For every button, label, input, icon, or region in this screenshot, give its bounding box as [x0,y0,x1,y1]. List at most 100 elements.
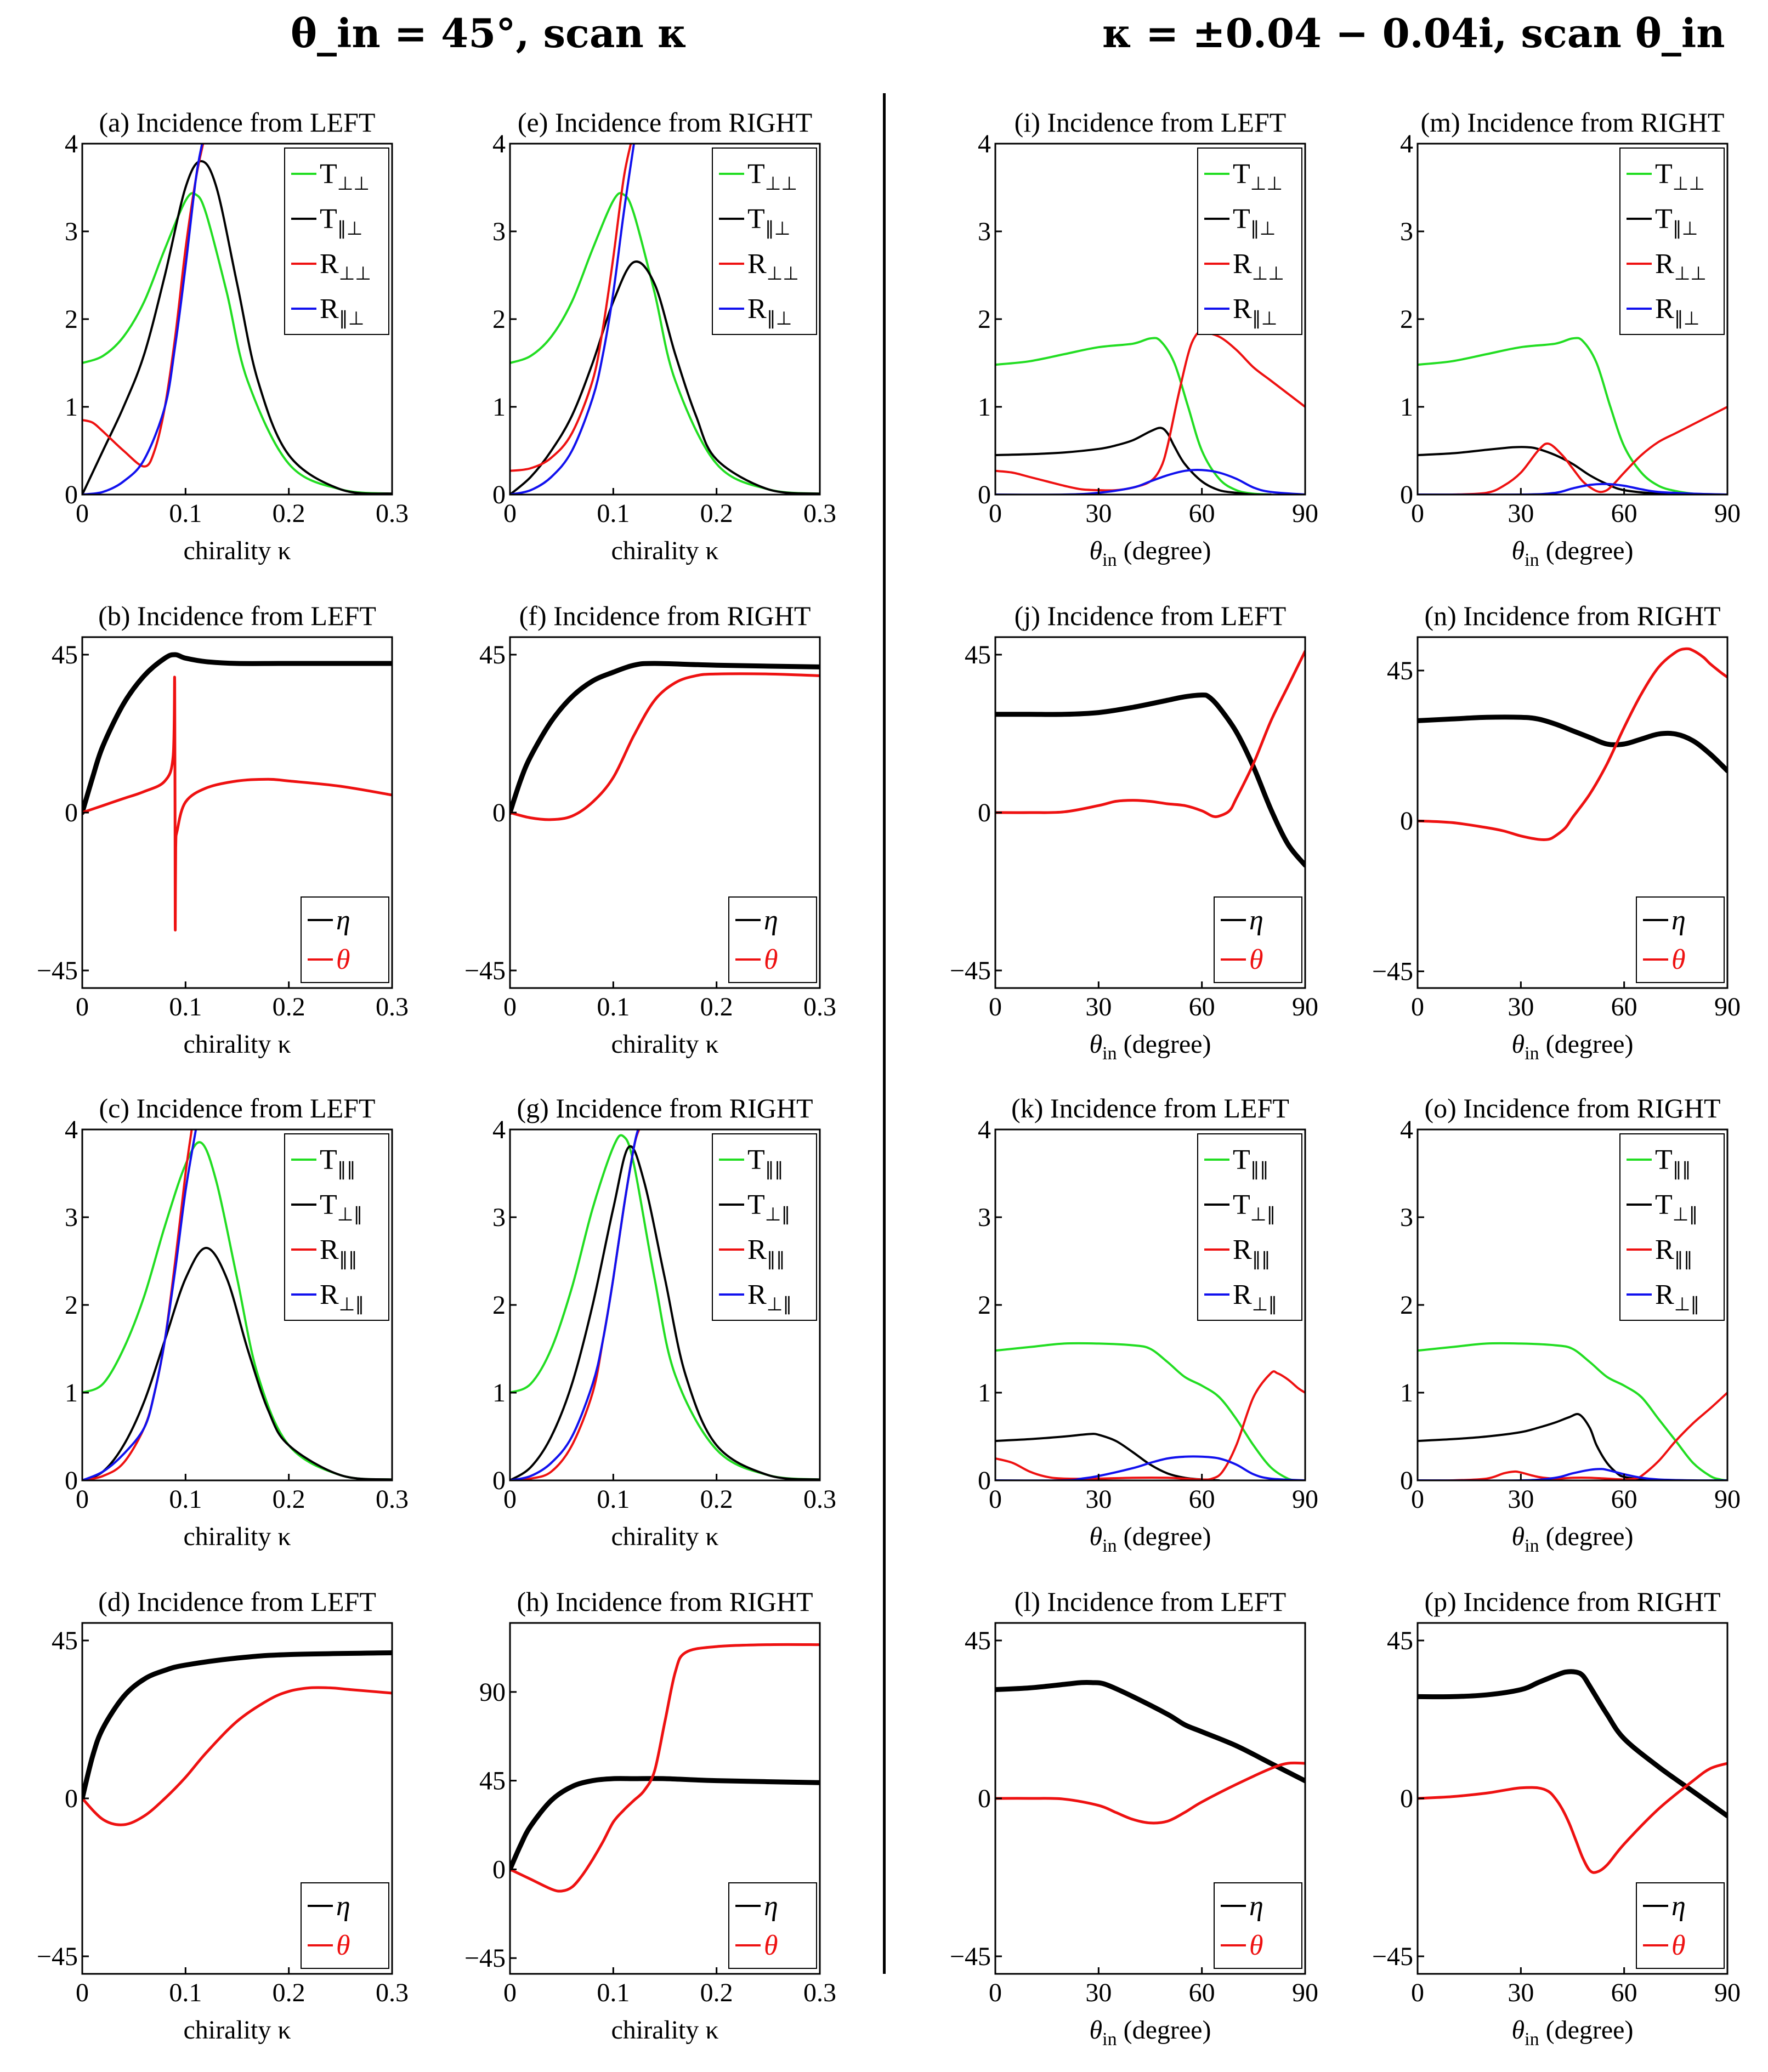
x-tick-label: 0 [503,1978,517,2007]
x-tick-label: 0.3 [803,1978,836,2007]
legend: ηθ [301,896,389,983]
y-tick-label: 3 [492,217,506,246]
chart-panel-k: (k) Incidence from LEFT 0 30 60 90 0 1 2 3 4 θin (… [978,1093,1318,1556]
y-tick-label: 2 [1400,1291,1413,1320]
legend-label: θ [764,1930,778,1961]
x-tick-label: 0.3 [376,499,409,528]
legend: T⊥⊥ T∥⊥ R⊥⊥ R∥⊥ [1619,147,1725,335]
y-tick-label: 3 [978,217,991,246]
legend: ηθ [1636,1882,1725,1969]
x-axis-label: chirality κ [611,1522,718,1551]
legend: ηθ [1214,896,1302,983]
x-tick-label: 60 [1611,1978,1637,2007]
legend: T∥∥ T⊥∥ R∥∥ R⊥∥ [1197,1133,1302,1321]
legend: T⊥⊥ T∥⊥ R⊥⊥ R∥⊥ [284,147,389,335]
y-tick-label: 4 [1400,1115,1413,1144]
series-group [1418,337,1727,495]
y-tick-label: 4 [492,1115,506,1144]
x-tick-label: 0.1 [597,992,630,1021]
x-axis-label: chirality κ [183,536,291,565]
x-tick-label: 0.1 [597,1978,630,2007]
panel-divider [883,93,886,1974]
series-line-θ [82,675,392,932]
legend-label: R∥⊥ [320,293,364,329]
legend-box [728,1882,817,1969]
x-tick-label: 0.3 [376,1978,409,2007]
y-tick-label: 0 [978,1466,991,1495]
y-tick-label: 1 [978,1378,991,1407]
x-axis-label: chirality κ [611,2016,718,2045]
legend-label: R⊥∥ [747,1279,792,1315]
series-line-R⊥∥ [995,1455,1305,1480]
x-tick-label: 30 [1085,499,1112,528]
legend-box [1619,1133,1725,1321]
series-line-T∥∥ [1418,1342,1727,1480]
series-line-T∥⊥ [510,260,820,495]
legend: T∥∥ T⊥∥ R∥∥ R⊥∥ [1619,1133,1725,1321]
series-line-R∥⊥ [995,469,1305,495]
y-tick-label: 4 [978,129,991,158]
x-axis-label: θin (degree) [1512,1522,1634,1556]
y-tick-label: 0 [978,480,991,509]
x-tick-label: 30 [1085,1978,1112,2007]
y-tick-label: 0 [492,1855,506,1884]
chart-title: (i) Incidence from LEFT [1015,107,1287,138]
legend-box [712,1133,817,1321]
legend-label: T∥∥ [320,1144,356,1180]
series-line-η [82,652,392,815]
legend-label: θ [336,1930,350,1961]
x-tick-label: 0.3 [376,992,409,1021]
series-line-η [510,661,820,815]
legend-label: T⊥⊥ [320,158,370,194]
x-tick-label: 90 [1714,992,1741,1021]
series-line-T⊥⊥ [82,192,392,495]
chart-panel-j: (j) Incidence from LEFT 0 30 60 90 −45 0 45 θin … [950,600,1318,1064]
legend: T∥∥ T⊥∥ R∥∥ R⊥∥ [712,1133,817,1321]
x-axis-label: chirality κ [183,1030,291,1059]
legend-label: R⊥∥ [1233,1279,1277,1315]
legend-label: T∥∥ [1655,1144,1691,1180]
y-tick-label: 0 [65,1466,78,1495]
header-right: κ = ±0.04 − 0.04i, scan θ_in [1102,10,1725,56]
x-axis-label: θin (degree) [1512,536,1634,570]
legend-box [1197,147,1302,335]
y-tick-label: 45 [52,640,78,669]
x-tick-label: 30 [1508,1978,1534,2007]
legend-label: T⊥⊥ [1655,158,1705,194]
chart-panel-g: (g) Incidence from RIGHT 0 0.1 0.2 0.3 0 1 2 3 4 c… [492,1093,836,1551]
series-group [510,1129,820,1480]
x-axis-label: chirality κ [611,1030,718,1059]
chart-panel-c: (c) Incidence from LEFT 0 0.1 0.2 0.3 0 1 2 3 4 ch… [65,1093,409,1551]
legend: ηθ [728,896,817,983]
legend-label: θ [1671,1930,1686,1961]
y-tick-label: 4 [492,129,506,158]
chart-panel-n: (n) Incidence from RIGHT 0 30 60 90 −45 0 45 θin… [1372,600,1741,1064]
y-tick-label: 2 [978,1291,991,1320]
legend-label: θ [764,944,778,975]
y-tick-label: 0 [1400,480,1413,509]
series-line-T∥⊥ [1418,446,1695,495]
y-tick-label: 90 [479,1678,506,1707]
chart-panel-i: (i) Incidence from LEFT 0 30 60 90 0 1 2 3 4 θin (… [978,107,1318,570]
y-tick-label: 1 [978,393,991,422]
chart-panel-e: (e) Incidence from RIGHT 0 0.1 0.2 0.3 0 1 2 3 4 c… [492,107,836,565]
chart-title: (d) Incidence from LEFT [98,1586,376,1617]
legend-label: T∥⊥ [1655,203,1698,239]
legend-box [1214,1882,1302,1969]
chart-title: (m) Incidence from RIGHT [1421,107,1725,138]
y-tick-label: 45 [1387,1626,1413,1655]
y-tick-label: 45 [479,1767,506,1796]
legend-box [284,147,389,335]
legend-label: T∥⊥ [1233,203,1276,239]
legend-label: T∥∥ [747,1144,784,1180]
legend-label: T⊥⊥ [747,158,797,194]
legend-label: η [1249,1891,1263,1922]
legend: ηθ [1214,1882,1302,1969]
legend-label: R⊥⊥ [747,248,799,284]
series-line-T⊥∥ [510,1145,820,1480]
x-axis-label: θin (degree) [1090,2016,1211,2050]
legend-label: T⊥∥ [1655,1189,1698,1225]
series-group [82,144,392,495]
x-tick-label: 0 [76,992,89,1021]
series-line-T∥∥ [995,1342,1300,1480]
